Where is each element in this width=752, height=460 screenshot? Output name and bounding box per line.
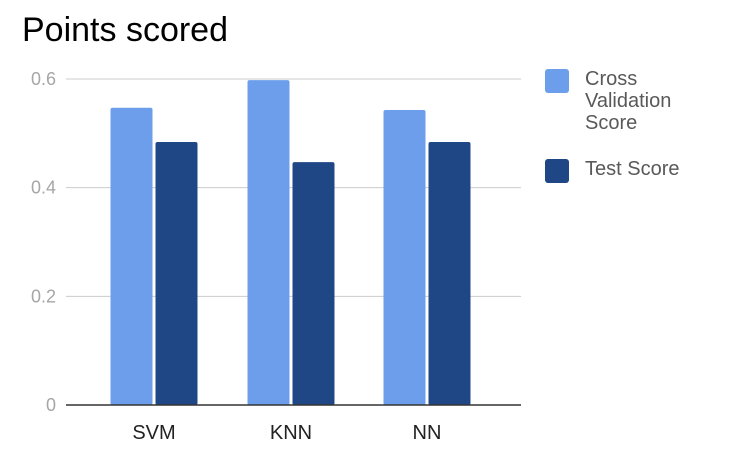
y-tick-label: 0.4 (31, 178, 56, 198)
legend-swatch-test-score (545, 159, 569, 183)
x-tick-label: SVM (132, 422, 175, 444)
y-tick-label: 0.2 (31, 286, 56, 306)
x-tick-label: KNN (270, 422, 312, 444)
legend-item-test-score: Test Score (545, 158, 745, 183)
y-tick-label: 0.6 (31, 69, 56, 89)
bar-nn-test-score (428, 142, 471, 405)
legend-item-cross-validation: Cross Validation Score (545, 68, 745, 134)
bar-knn-cross-validation (247, 80, 290, 405)
legend-label-cross-validation: Cross Validation Score (585, 68, 672, 134)
legend-swatch-cross-validation (545, 69, 569, 93)
bar-knn-test-score (292, 162, 335, 405)
x-tick-label: NN (413, 422, 442, 444)
y-tick-label: 0 (46, 395, 56, 415)
bar-nn-cross-validation (383, 109, 426, 405)
chart-legend: Cross Validation Score Test Score (545, 68, 745, 207)
chart-title: Points scored (22, 11, 228, 49)
legend-label-test-score: Test Score (585, 158, 680, 180)
bar-svm-cross-validation (110, 107, 153, 406)
bar-svm-test-score (155, 142, 198, 405)
